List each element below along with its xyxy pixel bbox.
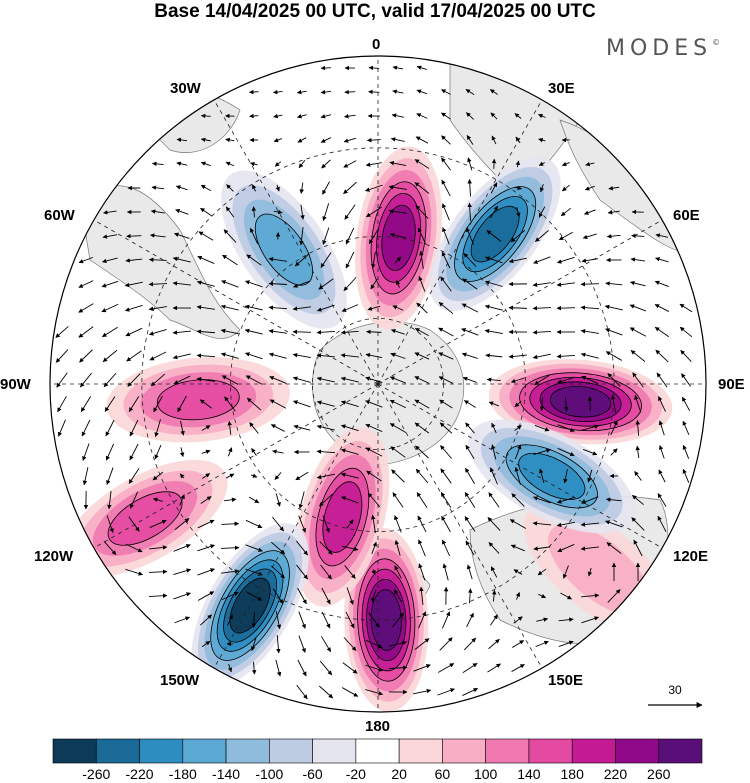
lon-label-90e: 90E	[718, 376, 745, 393]
colorbar-tick-label: 20	[391, 766, 407, 782]
lon-label-60w: 60W	[44, 207, 75, 224]
colorbar-tick-label: 100	[473, 766, 498, 782]
colorbar-tick-label: -220	[125, 766, 154, 782]
lon-label-120e: 120E	[673, 548, 709, 565]
colorbar-tick-label: -60	[302, 766, 323, 782]
lon-label-60e: 60E	[673, 207, 700, 224]
colorbar-swatch	[571, 738, 616, 764]
colorbar-tick-label: 220	[603, 766, 628, 782]
anomaly-positive-90e	[488, 359, 673, 445]
colorbar-tick-label: -20	[345, 766, 366, 782]
colorbar-tick-label: 260	[647, 766, 671, 782]
colorbar-tick-label: -140	[212, 766, 241, 782]
colorbar-swatch	[658, 738, 703, 764]
lon-label-30w: 30W	[170, 80, 201, 97]
colorbar-swatch	[95, 738, 140, 764]
colorbar-swatch	[398, 738, 443, 764]
colorbar-swatch	[615, 738, 660, 764]
lon-label-150e: 150E	[548, 672, 584, 689]
anomaly-positive-90w	[106, 357, 291, 443]
lon-label-0: 0	[372, 36, 381, 53]
logo-mark: ©	[712, 38, 721, 47]
colorbar-swatch	[139, 738, 184, 764]
modes-logo: MODES©	[606, 36, 720, 61]
map-title: Base 14/04/2025 00 UTC, valid 17/04/2025…	[154, 1, 596, 22]
lon-label-90w: 90W	[0, 376, 31, 393]
colorbar-swatch	[442, 738, 486, 764]
logo-text: MODES	[606, 36, 713, 61]
lon-label-150w: 150W	[160, 672, 200, 689]
colorbar-swatch	[225, 738, 270, 764]
wind-vectors	[55, 65, 693, 700]
lon-label-120w: 120W	[34, 548, 74, 565]
colorbar-swatch	[528, 738, 573, 764]
colorbar-swatch	[52, 738, 97, 764]
lon-label-180: 180	[365, 718, 391, 735]
map-boundary	[49, 55, 707, 713]
colorbar-swatch	[485, 738, 530, 764]
lon-label-30e: 30E	[548, 80, 575, 97]
colorbar-swatch	[312, 738, 357, 764]
colorbar	[52, 738, 703, 764]
colorbar-tick-label: 180	[560, 766, 584, 782]
colorbar-tick-label: 140	[517, 766, 541, 782]
colorbar-tick-label: 60	[434, 766, 451, 782]
colorbar-swatch	[355, 738, 400, 764]
colorbar-swatch	[269, 738, 313, 764]
reference-vector-label: 30	[668, 683, 682, 697]
anomaly-positive-120w	[62, 459, 228, 578]
colorbar-tick-label: -100	[255, 766, 284, 782]
colorbar-tick-label: -260	[82, 766, 111, 782]
colorbar-tick-label: -180	[168, 766, 197, 782]
colorbar-swatch	[182, 738, 227, 764]
